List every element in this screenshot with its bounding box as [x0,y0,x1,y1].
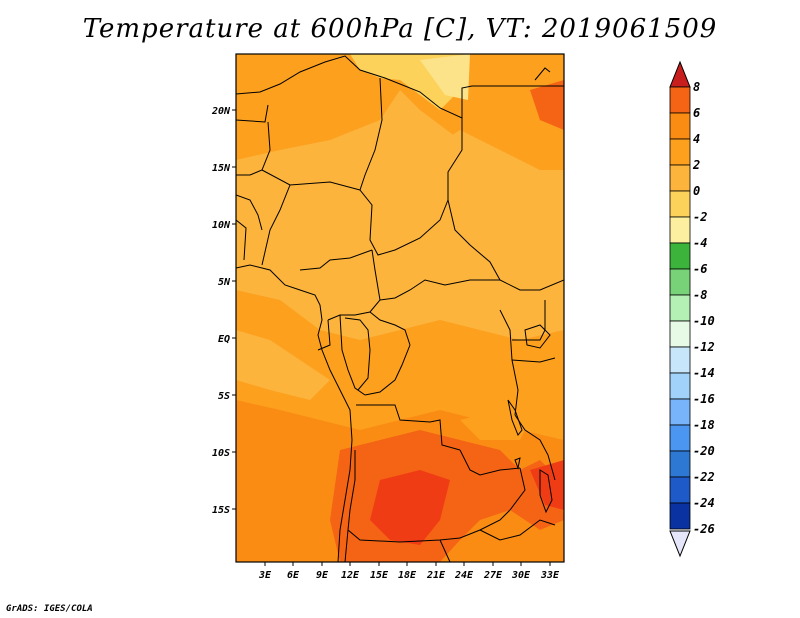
colorbar-label: -16 [693,392,715,406]
lat-label: 5S [218,391,230,402]
temperature-field [236,54,564,562]
grads-credit: GrADS: IGES/COLA [6,604,93,614]
colorbar-label: 2 [692,158,700,172]
colorbar-label: -10 [693,314,715,328]
colorbar-cap-bottom [669,530,691,558]
lat-label: EQ [218,334,230,345]
colorbar-segment [669,112,691,140]
lat-label: 10N [212,220,231,231]
colorbar-label: 8 [693,80,700,94]
colorbar-label: 0 [693,184,700,198]
colorbar-label: -26 [693,522,715,536]
colorbar-label: -20 [693,444,715,458]
colorbar-segment [669,164,691,192]
colorbar-segment [669,268,691,296]
colorbar-label: -14 [693,366,715,380]
colorbar-segment [669,242,691,270]
map-title: Temperature at 600hPa [C], VT: 201906150… [82,14,718,44]
colorbar-label: 6 [693,106,700,120]
colorbar-label: -6 [693,262,707,276]
lon-label: 9E [316,570,329,581]
colorbar-segment [669,86,691,114]
colorbar-segment [669,320,691,348]
colorbar-segment [669,190,691,218]
lon-label: 18E [398,570,417,581]
colorbar-segment [669,450,691,478]
colorbar-segment [669,424,691,452]
lon-label: 21E [426,570,446,581]
colorbar-segment [669,476,691,504]
lat-axis: 20N 15N 10N 5N EQ 5S 10S 15S [211,106,236,516]
colorbar-label: -12 [693,340,715,354]
colorbar-segment [669,372,691,400]
lon-label: 30E [511,570,531,581]
lat-label: 20N [211,106,231,117]
colorbar-label: -8 [693,288,707,302]
colorbar-segment [669,346,691,374]
lat-label: 15S [212,505,230,516]
colorbar-label: -2 [693,210,707,224]
colorbar-segment [669,502,691,530]
lon-label: 33E [540,570,560,581]
colorbar-segment [669,294,691,322]
colorbar-label: -18 [693,418,715,432]
lon-label: 27E [483,570,503,581]
lon-label: 15E [370,570,389,581]
lat-label: 10S [212,448,230,459]
lat-label: 5N [218,277,231,288]
map-frame [235,53,565,563]
lon-axis: 3E 6E 9E 12E 15E 18E 21E 24E 27E 30E 33E [258,562,560,581]
colorbar: 8 6 4 2 0 -2 -4 -6 -8 -10 -12 -14 -16 -18 -20 -22 -24 -26 [669,60,715,558]
colorbar-label: -22 [693,470,715,484]
country-borders [236,55,564,562]
lat-label: 15N [212,163,231,174]
colorbar-label: -4 [693,236,707,250]
colorbar-label: 4 [693,132,700,146]
colorbar-cap-top [669,60,691,88]
colorbar-label: -24 [693,496,715,510]
lon-label: 24E [454,570,474,581]
lon-label: 3E [258,570,272,581]
colorbar-segment [669,138,691,166]
colorbar-segment [669,398,691,426]
colorbar-segment [669,216,691,244]
lon-label: 6E [287,570,300,581]
lon-label: 12E [341,570,360,581]
